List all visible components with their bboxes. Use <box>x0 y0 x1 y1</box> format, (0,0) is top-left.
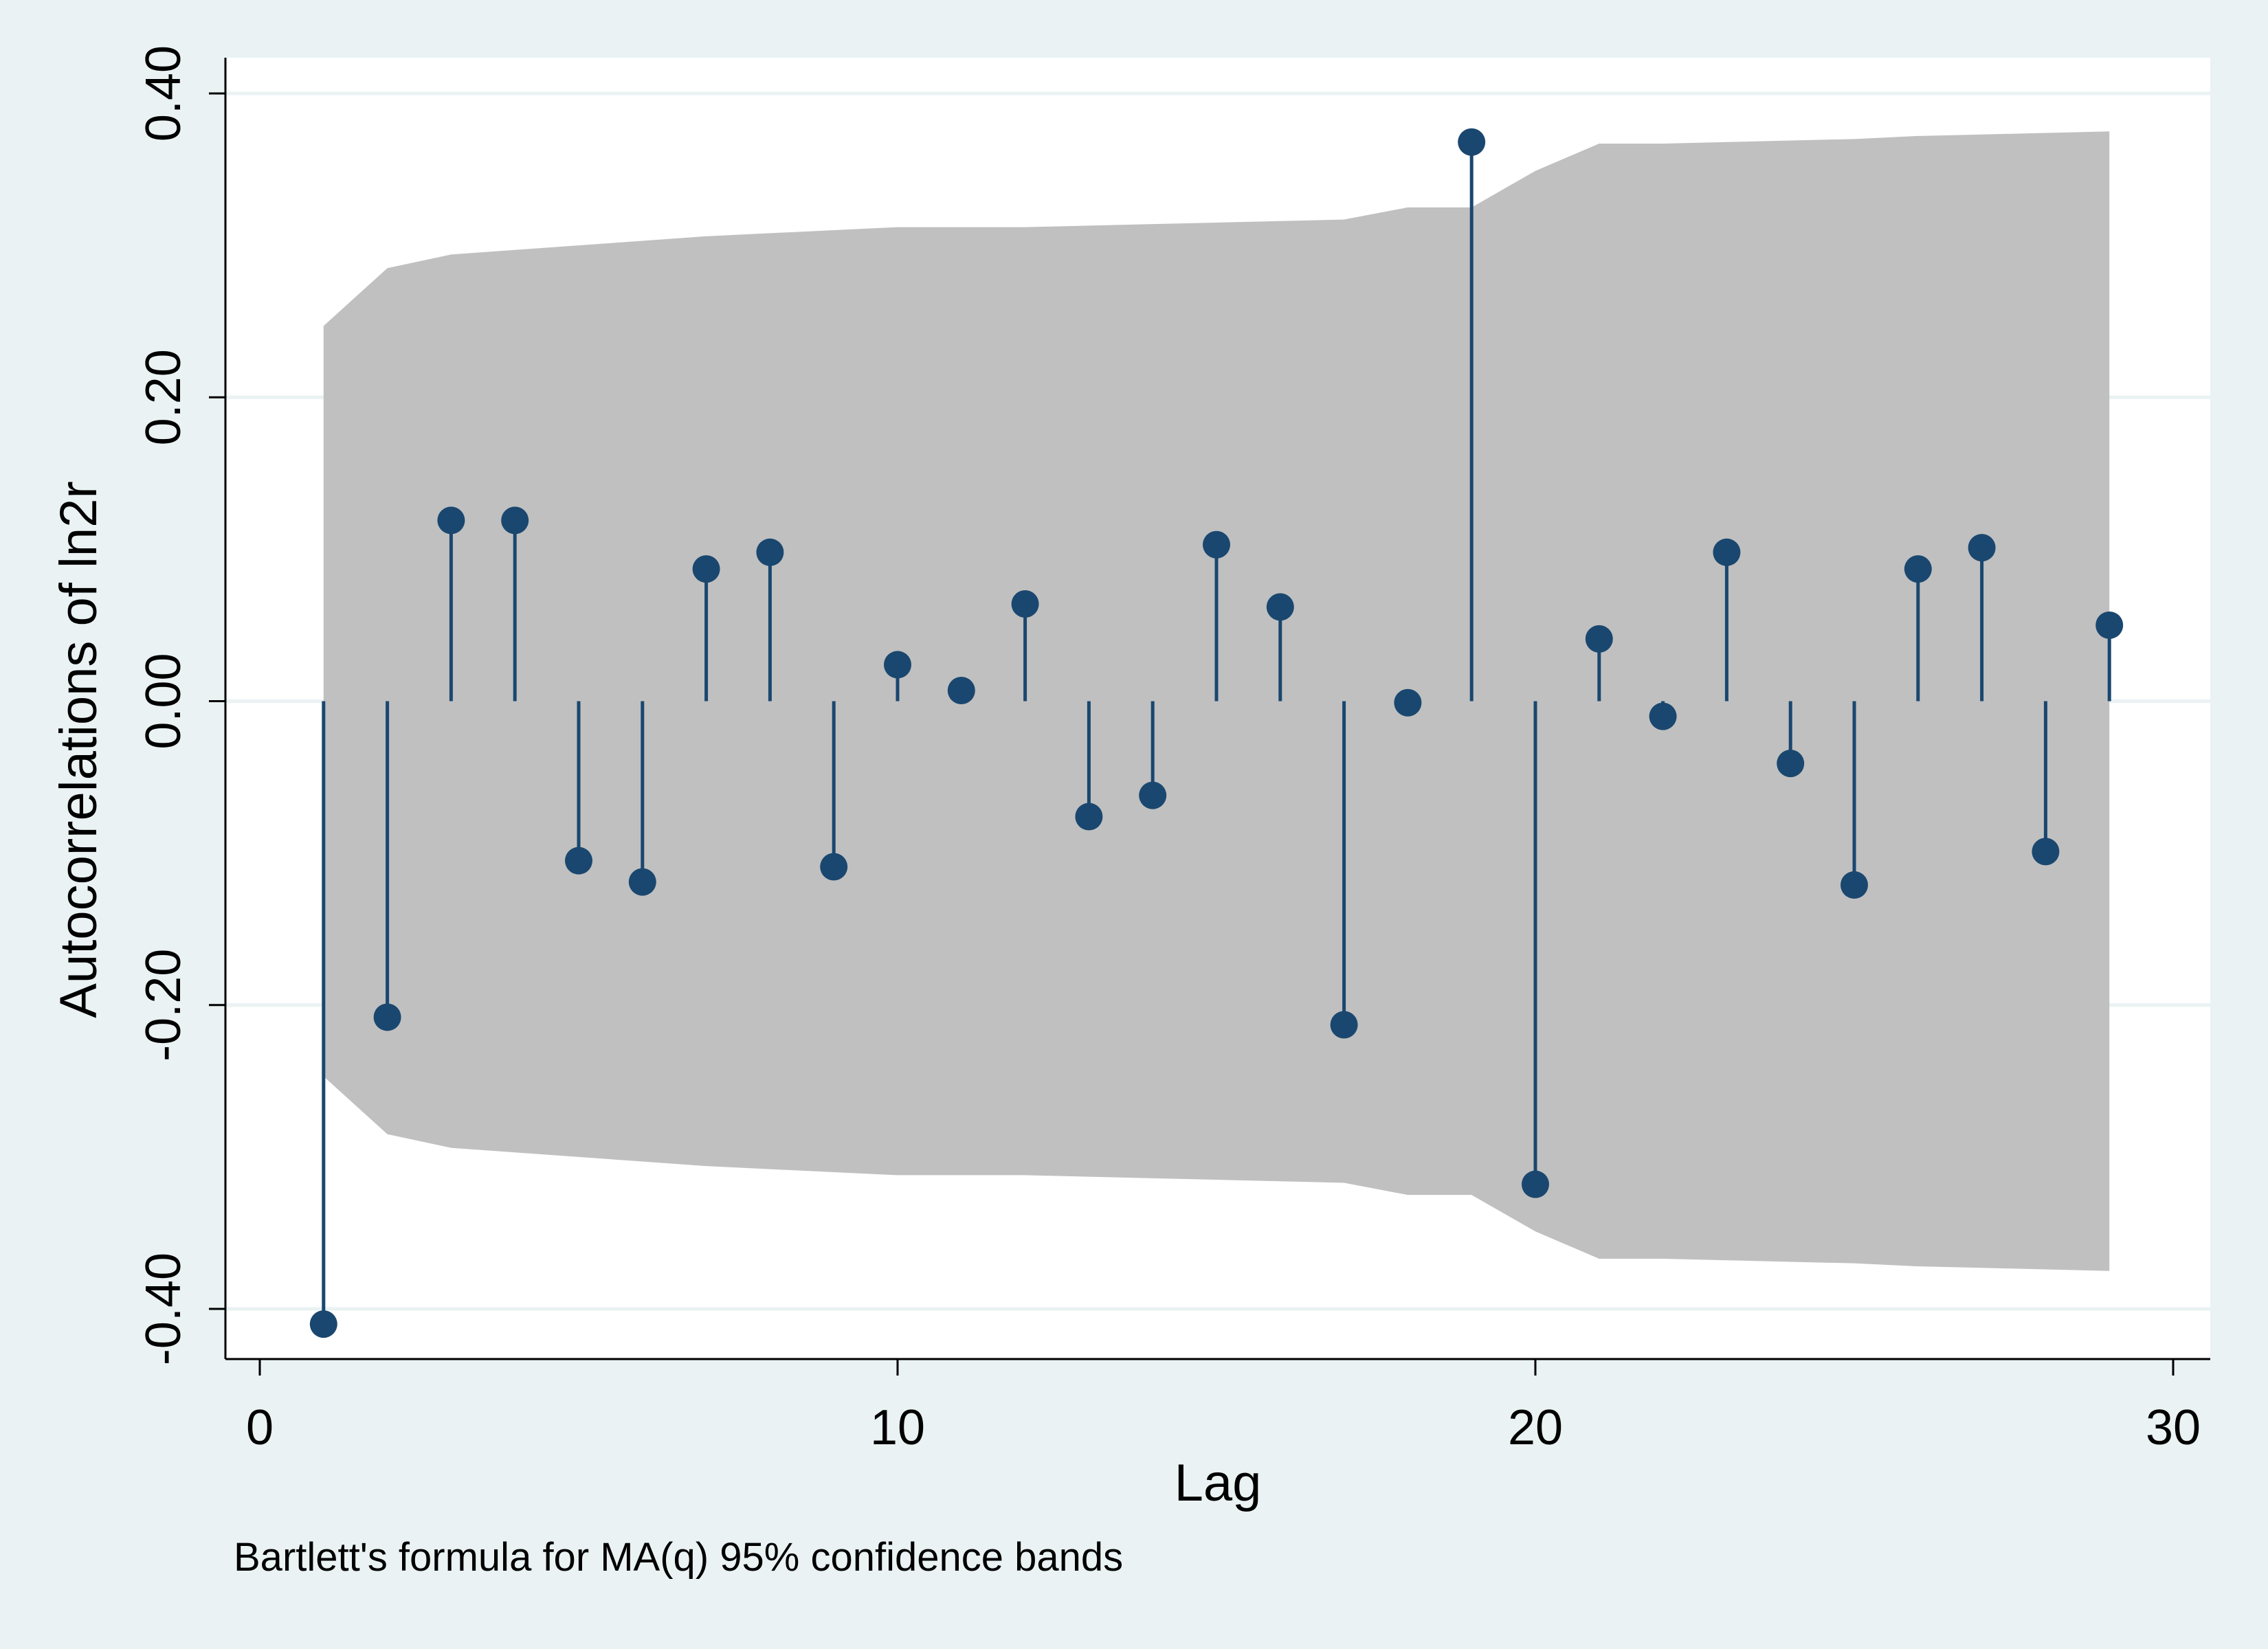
acf-point-lag-15 <box>1203 530 1230 559</box>
y-tick-label: 0.20 <box>136 349 191 445</box>
acf-point-lag-28 <box>2032 838 2060 866</box>
y-axis-title: Autocorrelations of ln2r <box>49 481 108 1018</box>
x-tick-label: 30 <box>2146 1400 2201 1455</box>
acf-point-lag-14 <box>1139 781 1167 809</box>
acf-point-lag-11 <box>947 677 975 705</box>
acf-point-lag-23 <box>1713 538 1741 566</box>
axes <box>209 58 2210 1376</box>
x-tick-label: 10 <box>870 1400 925 1455</box>
acf-point-lag-22 <box>1649 702 1677 730</box>
acf-point-lag-17 <box>1330 1011 1358 1039</box>
acf-point-lag-24 <box>1777 750 1805 778</box>
x-axis-title: Lag <box>1175 1454 1262 1512</box>
y-tick-label: 0.40 <box>136 45 191 142</box>
acf-point-lag-12 <box>1011 590 1039 618</box>
acf-point-lag-3 <box>437 506 465 535</box>
x-tick-label: 20 <box>1508 1400 1563 1455</box>
acf-point-lag-20 <box>1522 1170 1549 1198</box>
acf-point-lag-10 <box>884 651 911 679</box>
acf-point-lag-7 <box>692 555 720 583</box>
x-tick-label: 0 <box>246 1400 274 1455</box>
acf-point-lag-26 <box>1904 555 1932 583</box>
stems <box>309 128 2124 1338</box>
y-tick-label: -0.20 <box>136 949 191 1062</box>
acf-point-lag-29 <box>2095 611 2124 639</box>
acf-point-lag-1 <box>309 1310 337 1338</box>
y-tick-label: -0.40 <box>136 1253 191 1365</box>
acf-point-lag-13 <box>1075 803 1103 831</box>
tick-labels: -0.40 -0.20 0.00 0.20 0.40 0 10 20 30 <box>136 45 2201 1455</box>
chart-note: Bartlett's formula for MA(q) 95% confide… <box>234 1535 1123 1580</box>
acf-point-lag-9 <box>820 853 848 881</box>
y-tick-label: 0.00 <box>136 653 191 749</box>
acf-point-lag-25 <box>1841 871 1868 899</box>
acf-point-lag-16 <box>1266 593 1294 621</box>
acf-point-lag-19 <box>1458 128 1486 156</box>
acf-point-lag-21 <box>1585 625 1613 653</box>
acf-point-lag-27 <box>1968 534 1996 562</box>
acf-point-lag-8 <box>756 538 784 566</box>
acf-point-lag-18 <box>1394 688 1422 717</box>
acf-point-lag-5 <box>565 846 592 875</box>
acf-point-lag-2 <box>373 1003 401 1031</box>
acf-point-lag-4 <box>501 506 529 535</box>
acf-point-lag-6 <box>628 868 656 896</box>
